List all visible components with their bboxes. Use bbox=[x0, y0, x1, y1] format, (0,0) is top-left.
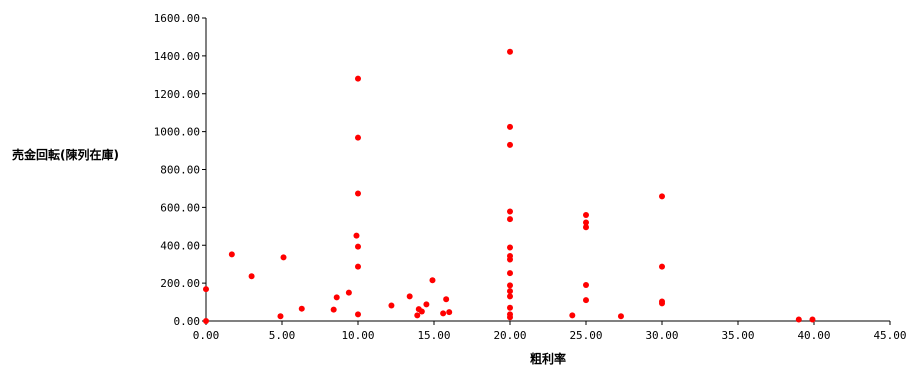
data-point bbox=[659, 193, 665, 200]
y-ticks: 0.00 200.00 400.00 600.00 800.00 1000.00 1200.… bbox=[154, 12, 206, 328]
data-point bbox=[277, 313, 284, 320]
data-point bbox=[228, 251, 235, 258]
data-point bbox=[507, 244, 513, 251]
y-tick-label: 0.00 bbox=[174, 315, 201, 328]
data-point bbox=[414, 312, 421, 319]
x-tick-label: 5.00 bbox=[269, 329, 296, 342]
data-point bbox=[203, 318, 209, 324]
data-point bbox=[333, 294, 340, 301]
data-point bbox=[583, 282, 589, 289]
data-point bbox=[507, 282, 513, 289]
x-tick-label: 40.00 bbox=[797, 329, 830, 342]
x-tick-label: 10.00 bbox=[341, 329, 374, 342]
data-point bbox=[583, 211, 589, 218]
data-point bbox=[429, 277, 436, 284]
data-point bbox=[423, 301, 430, 308]
y-tick-label: 400.00 bbox=[160, 239, 200, 252]
x-ticks: 0.00 5.00 10.00 15.00 20.00 25.00 30.00 35.00 40… bbox=[193, 321, 907, 342]
data-point bbox=[353, 232, 360, 239]
data-point bbox=[355, 75, 361, 82]
y-tick-label: 1000.00 bbox=[154, 126, 200, 139]
y-tick-label: 1400.00 bbox=[154, 50, 200, 63]
y-tick-label: 800.00 bbox=[160, 164, 200, 177]
data-point bbox=[507, 216, 513, 223]
data-point bbox=[507, 141, 513, 148]
data-point bbox=[507, 256, 513, 263]
data-point bbox=[355, 134, 361, 141]
data-point bbox=[569, 312, 576, 319]
data-point bbox=[507, 123, 513, 130]
data-point bbox=[345, 289, 352, 296]
data-point bbox=[388, 302, 395, 309]
data-point bbox=[659, 300, 665, 307]
data-point bbox=[355, 243, 361, 250]
data-point bbox=[809, 316, 816, 323]
x-tick-label: 30.00 bbox=[645, 329, 678, 342]
data-point bbox=[507, 314, 513, 321]
data-point bbox=[418, 308, 425, 315]
x-tick-label: 20.00 bbox=[493, 329, 526, 342]
y-tick-label: 1600.00 bbox=[154, 12, 200, 25]
x-tick-label: 15.00 bbox=[417, 329, 450, 342]
data-point bbox=[583, 219, 589, 226]
data-point bbox=[507, 304, 513, 311]
data-point bbox=[617, 313, 624, 320]
axes bbox=[205, 18, 890, 322]
data-point bbox=[659, 263, 665, 270]
data-point bbox=[507, 293, 513, 300]
x-axis-title: 粗利率 bbox=[530, 351, 566, 366]
x-tick-label: 25.00 bbox=[569, 329, 602, 342]
data-point bbox=[583, 224, 589, 231]
data-point bbox=[507, 48, 513, 55]
data-point bbox=[446, 309, 453, 316]
data-point bbox=[443, 296, 450, 303]
data-point bbox=[406, 293, 413, 300]
data-point bbox=[440, 310, 447, 317]
data-point bbox=[355, 190, 361, 197]
data-point bbox=[507, 288, 513, 295]
data-point bbox=[280, 254, 287, 261]
data-point bbox=[330, 306, 337, 313]
data-point bbox=[507, 208, 513, 215]
data-point bbox=[583, 297, 589, 304]
y-axis-title: 売金回転(陳列在庫) bbox=[12, 147, 119, 162]
data-points bbox=[203, 48, 816, 324]
y-tick-label: 1200.00 bbox=[154, 88, 200, 101]
data-point bbox=[355, 263, 361, 270]
y-tick-label: 200.00 bbox=[160, 277, 200, 290]
data-point bbox=[298, 305, 305, 312]
x-tick-label: 0.00 bbox=[193, 329, 220, 342]
data-point bbox=[355, 311, 361, 318]
data-point bbox=[248, 273, 255, 280]
x-tick-label: 45.00 bbox=[873, 329, 906, 342]
data-point bbox=[507, 270, 513, 277]
x-tick-label: 35.00 bbox=[721, 329, 754, 342]
data-point bbox=[795, 316, 802, 323]
data-point bbox=[203, 286, 209, 293]
y-tick-label: 600.00 bbox=[160, 201, 200, 214]
